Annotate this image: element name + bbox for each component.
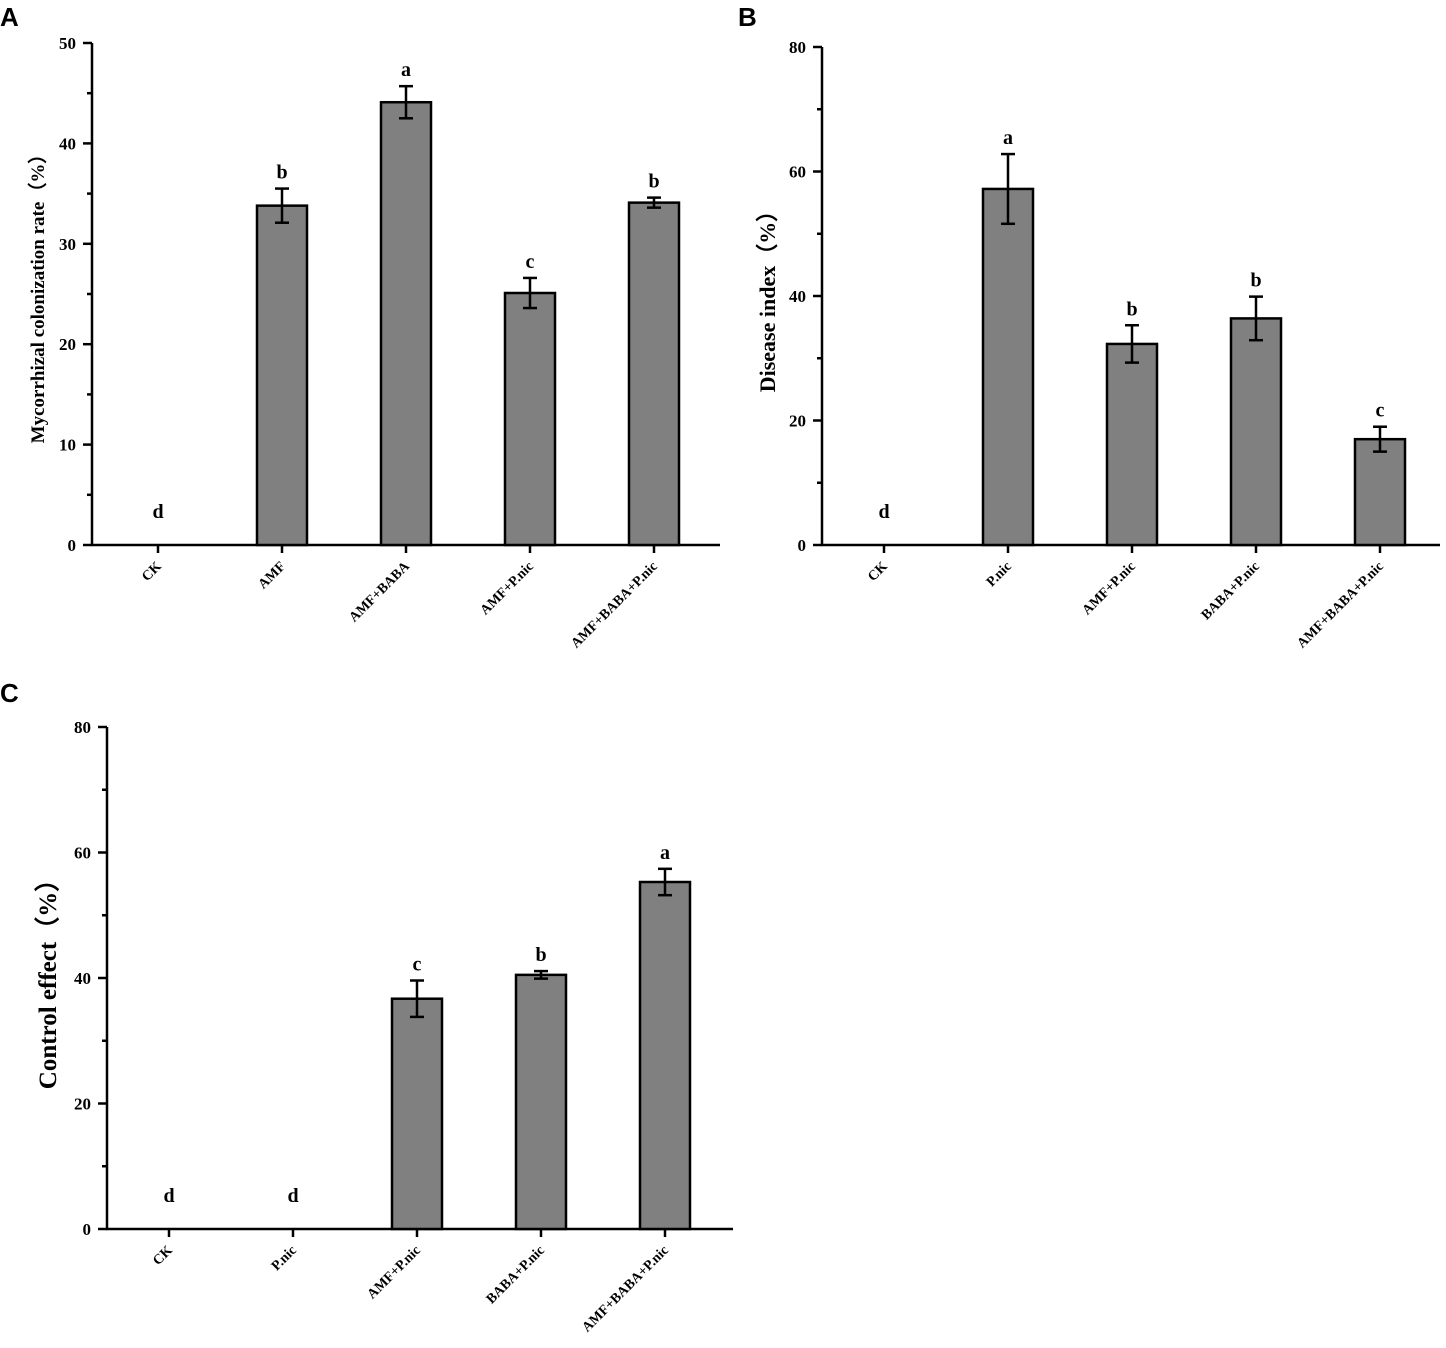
panel-a-y-tick-label: 40	[59, 134, 76, 153]
panel-b-category-label: P.nic	[984, 559, 1015, 590]
panel-c-category-label: P.nic	[269, 1243, 300, 1274]
panel-b-category-label: BABA+P.nic	[1199, 559, 1263, 623]
panel-a-bar	[627, 201, 681, 547]
panel-b-y-tick-label: 60	[789, 163, 806, 182]
panel-a-significance-label: a	[401, 59, 411, 81]
panel-c-bar	[514, 973, 568, 1231]
panel-c-significance-label: a	[660, 842, 670, 864]
panel-b-bar	[981, 187, 1035, 547]
panel-b-bar	[1353, 437, 1407, 547]
panel-c-category-label: BABA+P.nic	[484, 1243, 548, 1307]
panel-b-y-tick-label: 0	[798, 536, 807, 555]
panel-a-category-label: CK	[139, 559, 165, 585]
panel-b-letter: B	[738, 2, 757, 32]
panel-b-bar	[1105, 342, 1159, 547]
panel-c-y-axis-title: Control effect（%）	[33, 867, 62, 1089]
panel-c-significance-label: d	[163, 1185, 174, 1207]
panel-a-significance-label: d	[152, 501, 163, 523]
panel-c-y-tick-label: 80	[74, 718, 91, 737]
panel-c-category-label: AMF+P.nic	[365, 1243, 424, 1302]
panel-c-bar	[638, 880, 692, 1231]
panel-a-y-tick-label: 20	[59, 335, 76, 354]
panel-c-letter: C	[0, 678, 19, 708]
panel-a-y-tick-label: 0	[68, 536, 77, 555]
panel-b-category-label: AMF+BABA+P.nic	[1295, 559, 1387, 651]
panel-a-significance-label: c	[526, 251, 535, 273]
panel-b-y-tick-label: 40	[789, 287, 806, 306]
panel-b-chart: B 0 20 40 60 80 Disease index（%） d CK a P.nic b AMF+…	[738, 2, 1440, 651]
panel-a-category-label: AMF+BABA	[347, 559, 414, 626]
panel-c-y-tick-label: 40	[74, 969, 91, 988]
panel-c-y-tick-label: 60	[74, 844, 91, 863]
panel-a-category-label: AMF	[256, 559, 289, 592]
panel-b-y-tick-label: 80	[789, 38, 806, 57]
panel-c-chart: C 0 20 40 60 80 Control effect（%） d CK d P.nic c AMF…	[0, 678, 733, 1335]
panel-b-category-label: AMF+P.nic	[1080, 559, 1139, 618]
panel-c-significance-label: b	[535, 944, 546, 966]
panel-a-category-label: AMF+BABA+P.nic	[569, 559, 661, 651]
panel-b-significance-label: d	[878, 501, 889, 523]
panel-a-y-tick-label: 10	[59, 436, 76, 455]
panel-a-bar	[503, 291, 557, 547]
panel-b-category-label: CK	[865, 559, 891, 585]
panel-c-category-label: AMF+BABA+P.nic	[580, 1243, 672, 1335]
panel-a-significance-label: b	[276, 162, 287, 184]
panel-a-bar	[255, 204, 309, 547]
panel-b-significance-label: a	[1003, 127, 1013, 149]
panel-a-significance-label: b	[648, 171, 659, 193]
panel-b-significance-label: c	[1376, 400, 1385, 422]
panel-a-y-axis-title: Mycorrhizal colonization rate（%）	[26, 145, 49, 444]
panel-c-y-tick-label: 0	[83, 1220, 92, 1239]
panel-a-letter: A	[0, 2, 19, 32]
panel-b-significance-label: b	[1250, 270, 1261, 292]
panel-c-significance-label: c	[413, 954, 422, 976]
panel-c-category-label: CK	[150, 1243, 176, 1269]
panel-b-bar	[1229, 317, 1283, 547]
panel-c-significance-label: d	[287, 1185, 298, 1207]
panel-b-significance-label: b	[1126, 298, 1137, 320]
panel-a-y-tick-label: 50	[59, 34, 76, 53]
panel-b-y-axis-title: Disease index（%）	[755, 200, 780, 393]
panel-c-bar	[390, 997, 444, 1231]
panel-c-y-tick-label: 20	[74, 1095, 91, 1114]
panel-b-y-tick-label: 20	[789, 412, 806, 431]
panel-a-chart: A 0 10 20 30 40 50 Mycorrhizal colonization rat…	[0, 2, 720, 651]
panel-a-category-label: AMF+P.nic	[478, 559, 537, 618]
panel-a-bar	[379, 100, 433, 547]
panel-a-y-tick-label: 30	[59, 235, 76, 254]
